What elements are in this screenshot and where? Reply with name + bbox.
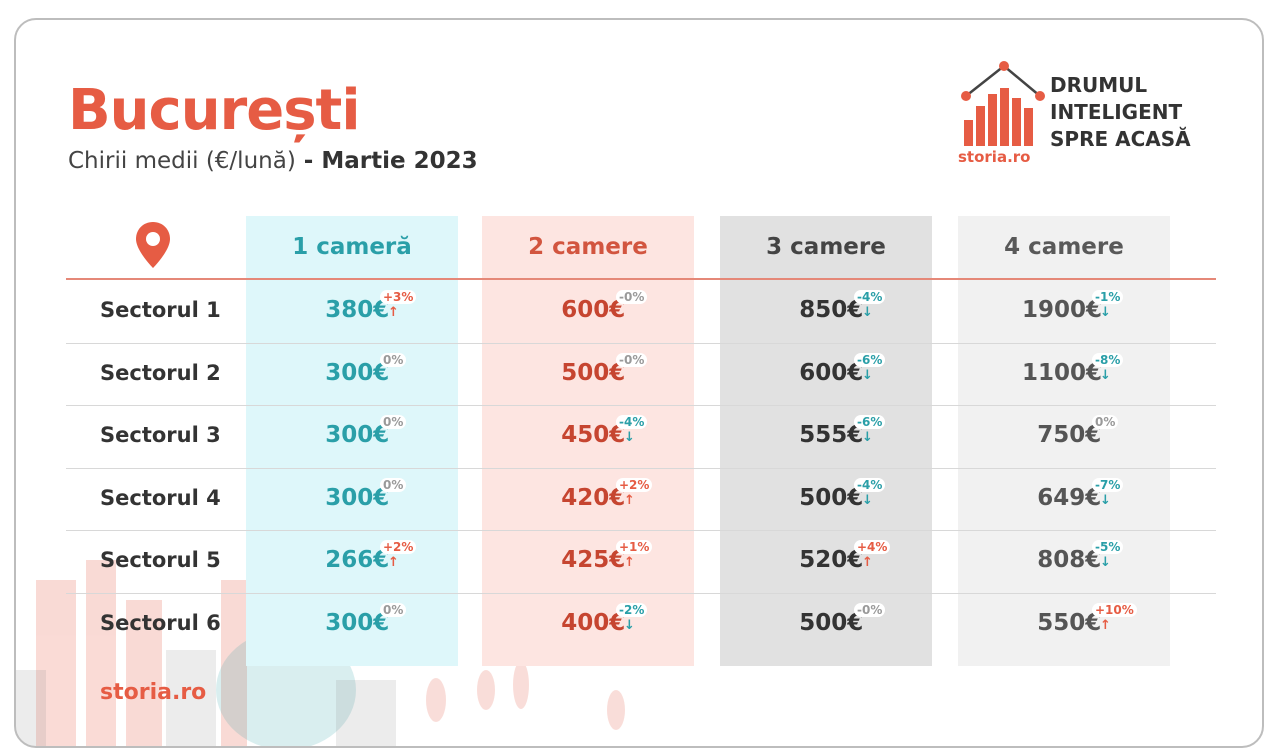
rent-value: 300€ (325, 422, 390, 448)
storia-house-chart-logo-icon (961, 61, 1045, 146)
change-badge: 0% (380, 352, 407, 367)
column-header-2-rooms: 2 camere (528, 234, 648, 260)
arrow-down-icon: ↓ (1100, 305, 1111, 320)
change-badge: +4% (854, 540, 891, 554)
change-badge: -7% (1092, 477, 1124, 492)
change-badge: -4% (616, 415, 648, 429)
brand-tagline: DRUMUL INTELIGENT SPRE ACASĂ (1050, 73, 1191, 151)
page-title: București (68, 78, 361, 143)
arrow-up-icon: ↑ (624, 555, 635, 570)
rent-value: 420€ (561, 484, 626, 511)
row-divider (66, 530, 1216, 531)
change-badge: -6% (854, 415, 886, 429)
change-badge: +3% (380, 290, 417, 304)
rent-value: 400€ (561, 609, 626, 636)
arrow-up-icon: ↑ (862, 555, 873, 570)
infographic-card: București Chirii medii (€/lună) - Martie… (14, 18, 1264, 748)
arrow-down-icon: ↓ (862, 367, 873, 383)
rent-value: 380€ (325, 297, 390, 323)
row-label-sector: Sectorul 3 (100, 423, 221, 447)
change-badge: -8% (1092, 352, 1124, 367)
change-badge: -5% (1092, 540, 1124, 554)
change-badge: -4% (854, 477, 886, 492)
change-badge: 0% (380, 477, 407, 492)
row-label-sector: Sectorul 6 (100, 610, 221, 635)
footer-brand-logo: storia.ro (100, 680, 207, 705)
subtitle-prefix: Chirii medii (€/lună) (68, 148, 296, 174)
arrow-down-icon: ↓ (862, 492, 873, 508)
rent-value: 300€ (325, 359, 390, 386)
row-label-sector: Sectorul 2 (100, 360, 221, 385)
column-header-3-rooms: 3 camere (766, 234, 886, 260)
rent-value: 555€ (799, 422, 864, 448)
arrow-up-icon: ↑ (388, 555, 399, 570)
rent-value: 600€ (561, 297, 626, 323)
rent-value: 750€ (1037, 422, 1102, 448)
column-bg-4-rooms (958, 216, 1170, 666)
row-divider (66, 405, 1216, 406)
change-badge: +1% (616, 540, 653, 554)
page-subtitle: Chirii medii (€/lună) - Martie 2023 (68, 148, 478, 174)
row-label-sector: Sectorul 4 (100, 485, 221, 510)
rent-value: 1100€ (1022, 359, 1103, 386)
rent-value: 1900€ (1022, 297, 1103, 323)
rent-value: 425€ (561, 547, 626, 573)
arrow-down-icon: ↓ (1100, 555, 1111, 570)
change-badge: +10% (1092, 602, 1137, 617)
column-bg-1-room (246, 216, 458, 666)
arrow-down-icon: ↓ (862, 305, 873, 320)
row-label-sector: Sectorul 1 (100, 298, 221, 322)
change-badge: -2% (616, 602, 648, 617)
change-badge: -0% (616, 352, 648, 367)
rent-value: 550€ (1037, 609, 1102, 636)
subtitle-period: Martie 2023 (321, 148, 478, 174)
subtitle-separator: - (295, 148, 322, 174)
rent-value: 808€ (1037, 547, 1102, 573)
change-badge: 0% (380, 602, 407, 617)
rent-value: 600€ (799, 359, 864, 386)
arrow-down-icon: ↓ (1100, 492, 1111, 508)
header-divider (66, 278, 1216, 280)
rent-value: 649€ (1037, 484, 1102, 511)
rent-value: 300€ (325, 484, 390, 511)
arrow-up-icon: ↑ (624, 492, 635, 508)
brand-block: storia.ro DRUMUL INTELIGENT SPRE ACASĂ (958, 58, 1218, 178)
row-divider (66, 592, 1216, 594)
change-badge: -0% (616, 290, 648, 304)
change-badge: -4% (854, 290, 886, 304)
change-badge: -1% (1092, 290, 1124, 304)
row-divider (66, 467, 1216, 469)
rent-value: 520€ (799, 547, 864, 573)
column-bg-3-rooms (720, 216, 932, 666)
row-divider (66, 342, 1216, 344)
change-badge: 0% (380, 415, 407, 429)
rent-value: 500€ (799, 484, 864, 511)
change-badge: +2% (380, 540, 417, 554)
brand-logo-text: storia.ro (958, 148, 1031, 166)
change-badge: -0% (854, 602, 886, 617)
change-badge: +2% (616, 477, 653, 492)
rent-value: 850€ (799, 297, 864, 323)
map-pin-icon (136, 222, 170, 268)
column-bg-2-rooms (482, 216, 694, 666)
arrow-up-icon: ↑ (388, 305, 399, 320)
arrow-down-icon: ↓ (862, 430, 873, 445)
arrow-up-icon: ↑ (1100, 617, 1111, 633)
rent-value: 500€ (799, 609, 864, 636)
arrow-down-icon: ↓ (624, 617, 635, 633)
arrow-down-icon: ↓ (624, 430, 635, 445)
arrow-down-icon: ↓ (1100, 367, 1111, 383)
column-header-1-room: 1 cameră (292, 234, 412, 260)
change-badge: -6% (854, 352, 886, 367)
rent-value: 266€ (325, 547, 390, 573)
row-label-sector: Sectorul 5 (100, 548, 221, 572)
rent-value: 500€ (561, 359, 626, 386)
column-header-4-rooms: 4 camere (1004, 234, 1124, 260)
rent-value: 300€ (325, 609, 390, 636)
rent-value: 450€ (561, 422, 626, 448)
change-badge: 0% (1092, 415, 1119, 429)
